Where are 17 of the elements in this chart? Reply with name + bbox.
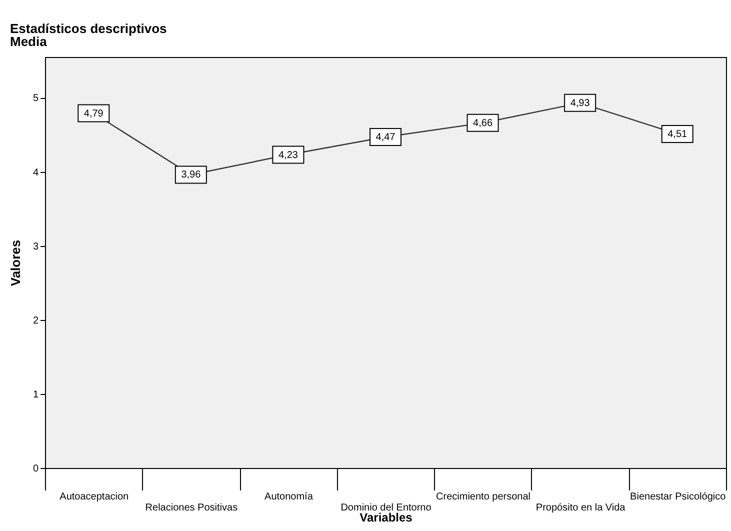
y-tick-label: 3 [32,241,39,252]
y-tick-label: 1 [32,389,39,400]
chart-subtitle: Media [10,34,48,49]
y-tick-label: 5 [32,93,39,104]
y-tick-label: 4 [32,167,39,178]
x-tick-label: Autoaceptacion [60,492,129,502]
chart-title: Estadísticos descriptivos [10,21,167,36]
x-tick-label: Relaciones Positivas [145,502,238,514]
y-tick-label: 0 [32,464,39,474]
x-tick-label: Propósito en la Vida [536,502,626,514]
x-tick-label: Crecimiento personal [436,492,531,502]
y-axis-title: Valores [8,240,23,286]
y-tick-label: 2 [32,315,39,326]
x-tick-label: Autonomía [264,492,314,502]
x-tick-label: Bienestar Psicológico [630,492,726,502]
x-tick-label: Dominio del Entorno [340,502,432,514]
x-axis-title: Variables [360,510,413,524]
